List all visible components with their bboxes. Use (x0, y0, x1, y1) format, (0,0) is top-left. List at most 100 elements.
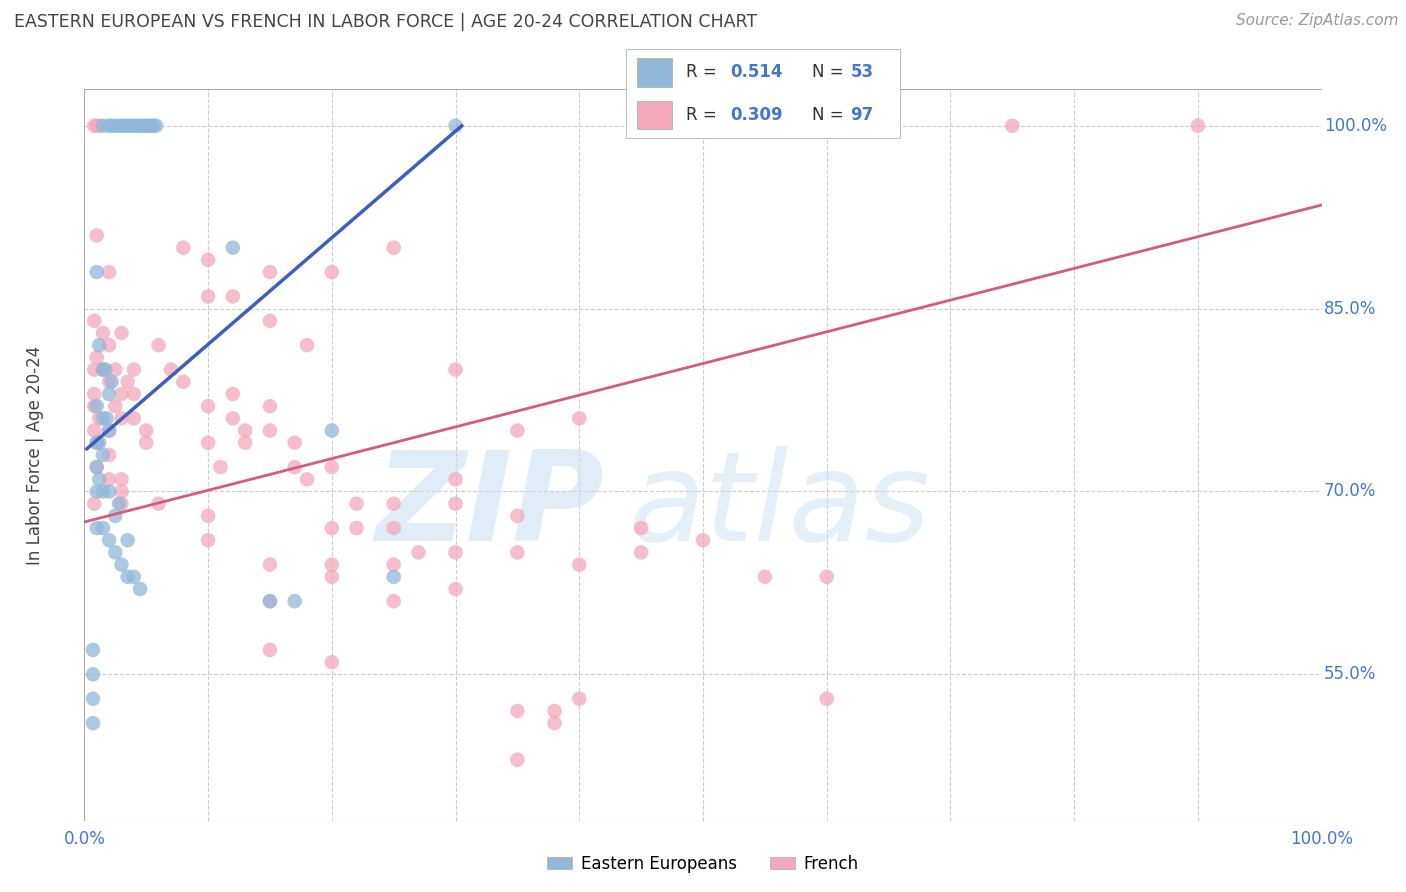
Point (91, 484, 114, 499)
Point (100, 119, 122, 133)
Point (86, 399, 108, 413)
Point (222, 241, 245, 255)
Point (122, 411, 145, 425)
Point (197, 289, 219, 303)
Point (98, 424, 121, 438)
Point (815, 691, 838, 706)
Point (104, 508, 127, 523)
Point (83, 424, 105, 438)
Text: 0.0%: 0.0% (63, 830, 105, 848)
Point (444, 497, 467, 511)
Point (104, 545, 127, 559)
Text: In Labor Force | Age 20-24: In Labor Force | Age 20-24 (25, 345, 44, 565)
Point (83, 387, 105, 401)
Text: 53: 53 (851, 63, 873, 81)
Point (91, 448, 114, 462)
Point (877, 119, 900, 133)
Point (129, 582, 152, 596)
Point (117, 375, 139, 389)
Point (284, 435, 307, 450)
Point (321, 558, 343, 572)
Point (172, 241, 194, 255)
Point (82, 643, 104, 657)
Text: 0.309: 0.309 (730, 106, 783, 124)
Point (197, 435, 219, 450)
Point (321, 521, 343, 535)
Point (110, 411, 132, 425)
Point (96, 411, 118, 425)
Point (543, 716, 565, 731)
Point (284, 460, 307, 475)
Point (259, 643, 281, 657)
Point (284, 594, 307, 608)
Point (259, 424, 281, 438)
FancyBboxPatch shape (637, 58, 672, 87)
Text: ZIP: ZIP (375, 446, 605, 566)
Text: 100.0%: 100.0% (1324, 117, 1388, 135)
Point (117, 119, 139, 133)
Point (222, 289, 245, 303)
Point (138, 119, 160, 133)
Point (86, 484, 108, 499)
Point (444, 362, 467, 376)
Point (233, 435, 256, 450)
Point (91, 362, 114, 376)
Text: 85.0%: 85.0% (1324, 300, 1376, 318)
Point (86, 460, 108, 475)
Point (197, 533, 219, 548)
Text: 0.514: 0.514 (730, 63, 782, 81)
Point (506, 424, 529, 438)
Point (110, 326, 132, 340)
Text: N =: N = (813, 63, 849, 81)
Point (82, 667, 104, 681)
Point (98, 265, 121, 279)
Point (382, 570, 405, 584)
Point (382, 521, 405, 535)
Point (108, 497, 131, 511)
Point (222, 387, 245, 401)
Point (91, 326, 114, 340)
Point (89, 435, 111, 450)
Point (89, 338, 111, 352)
Point (98, 375, 121, 389)
Text: 70.0%: 70.0% (1324, 483, 1376, 500)
Point (91, 521, 114, 535)
Point (197, 399, 219, 413)
Point (86, 351, 108, 365)
Point (568, 558, 591, 572)
Text: R =: R = (686, 63, 723, 81)
Point (83, 497, 105, 511)
Point (91, 119, 114, 133)
Point (145, 119, 167, 133)
Point (110, 119, 132, 133)
Point (444, 545, 467, 559)
Point (110, 558, 132, 572)
Point (506, 508, 529, 523)
Point (259, 558, 281, 572)
Point (543, 704, 565, 718)
Point (82, 716, 104, 731)
Point (83, 362, 105, 376)
Point (110, 387, 132, 401)
Point (100, 375, 122, 389)
Point (197, 252, 219, 267)
Point (98, 533, 121, 548)
Point (142, 119, 165, 133)
Point (98, 484, 121, 499)
Point (104, 362, 127, 376)
Legend: Eastern Europeans, French: Eastern Europeans, French (541, 848, 865, 880)
Point (141, 119, 163, 133)
Point (754, 570, 776, 584)
Point (148, 338, 170, 352)
Point (209, 460, 232, 475)
Point (108, 119, 131, 133)
Text: R =: R = (686, 106, 723, 124)
Point (815, 570, 838, 584)
Point (82, 691, 104, 706)
Point (104, 399, 127, 413)
Point (86, 435, 108, 450)
Point (444, 119, 467, 133)
Point (259, 594, 281, 608)
Point (122, 362, 145, 376)
Point (1001, 119, 1024, 133)
